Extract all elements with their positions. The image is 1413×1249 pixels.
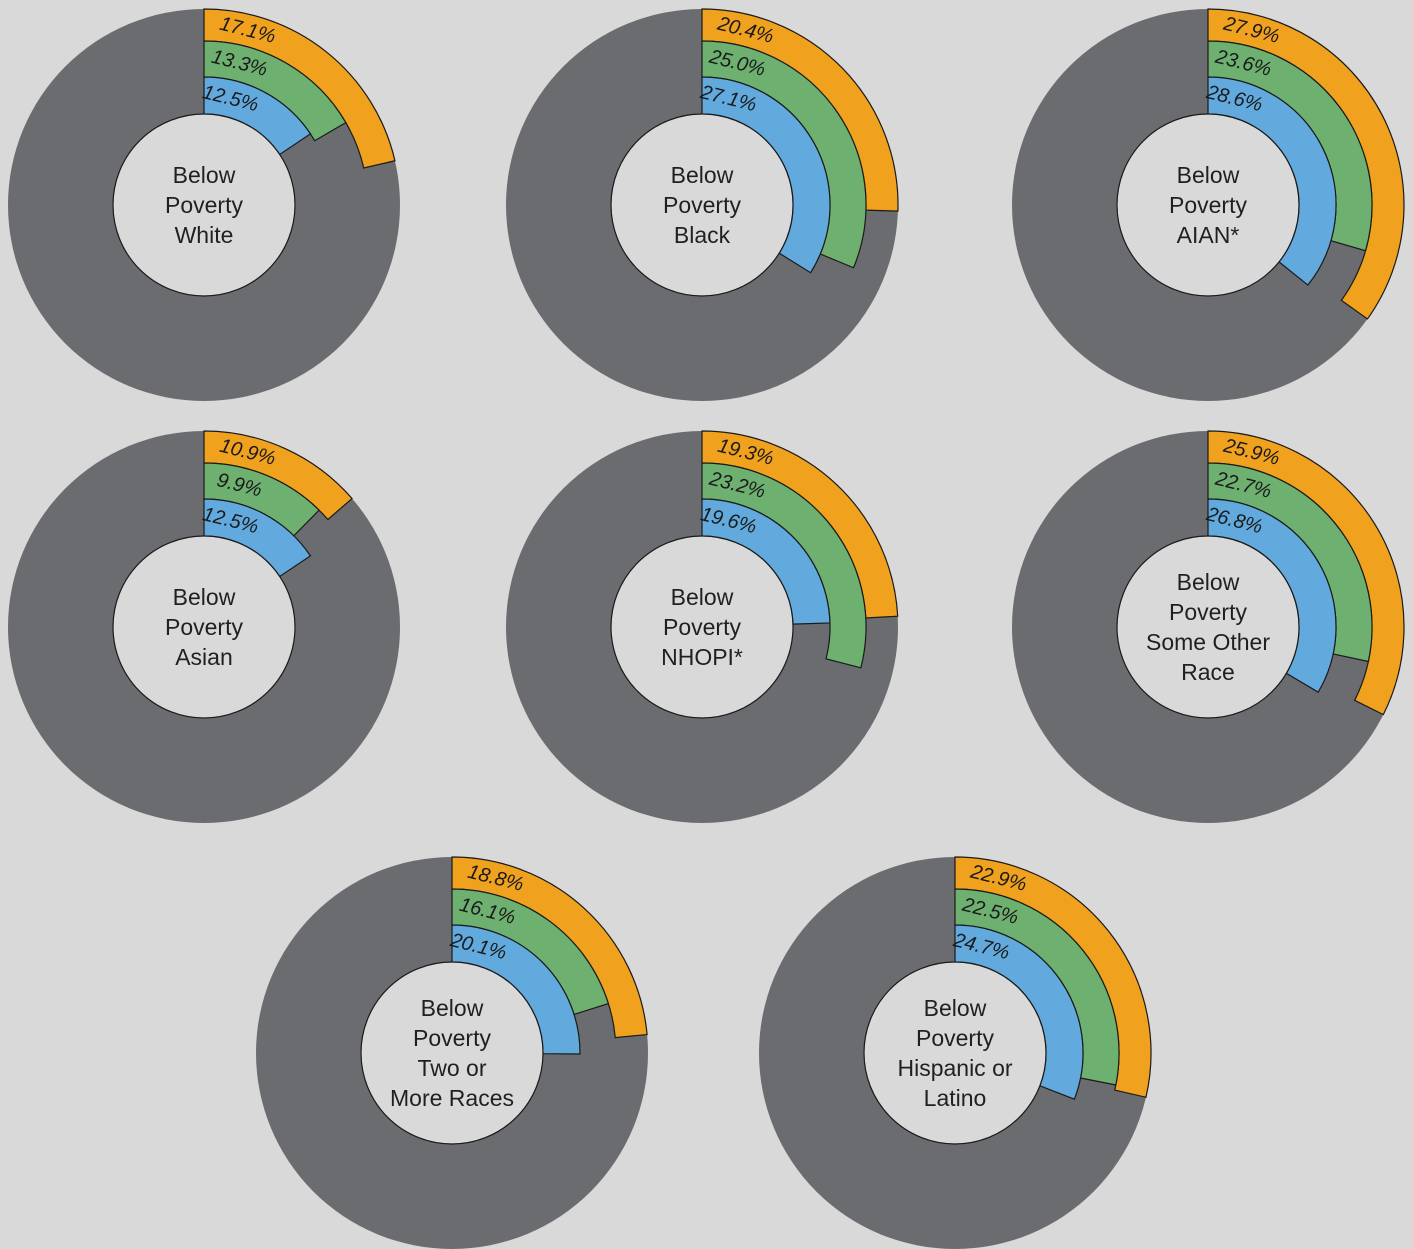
center-circle — [610, 535, 794, 719]
center-label-line: Latino — [924, 1085, 987, 1111]
center-label-line: Poverty — [165, 192, 243, 218]
center-circle — [360, 961, 544, 1145]
center-label-line: Below — [671, 162, 734, 188]
center-circle — [863, 961, 1047, 1145]
center-label-line: Below — [924, 995, 987, 1021]
center-label-line: Hispanic or — [897, 1055, 1012, 1081]
center-circle — [1116, 113, 1300, 297]
center-label-line: Poverty — [1169, 192, 1247, 218]
center-circle — [1116, 535, 1300, 719]
center-circle — [610, 113, 794, 297]
center-label-line: AIAN* — [1177, 222, 1240, 248]
center-label-line: More Races — [390, 1085, 514, 1111]
center-label-line: Black — [674, 222, 731, 248]
center-label-line: Below — [1177, 162, 1240, 188]
center-circle — [112, 113, 296, 297]
center-label-line: Two or — [417, 1055, 486, 1081]
center-label-line: Poverty — [413, 1025, 491, 1051]
center-label-line: Poverty — [1169, 599, 1247, 625]
center-circle — [112, 535, 296, 719]
center-label-line: Asian — [175, 644, 233, 670]
center-label-line: Below — [173, 584, 236, 610]
center-label-line: Poverty — [916, 1025, 994, 1051]
center-label-line: Race — [1181, 659, 1235, 685]
center-label-line: Poverty — [663, 614, 741, 640]
center-label-line: Some Other — [1146, 629, 1270, 655]
center-label-line: Below — [173, 162, 236, 188]
center-label-line: White — [175, 222, 234, 248]
center-label-line: Poverty — [165, 614, 243, 640]
center-label-line: Poverty — [663, 192, 741, 218]
center-label-line: NHOPI* — [661, 644, 743, 670]
center-label-line: Below — [1177, 569, 1240, 595]
center-label-line: Below — [671, 584, 734, 610]
center-label-line: Below — [421, 995, 484, 1021]
